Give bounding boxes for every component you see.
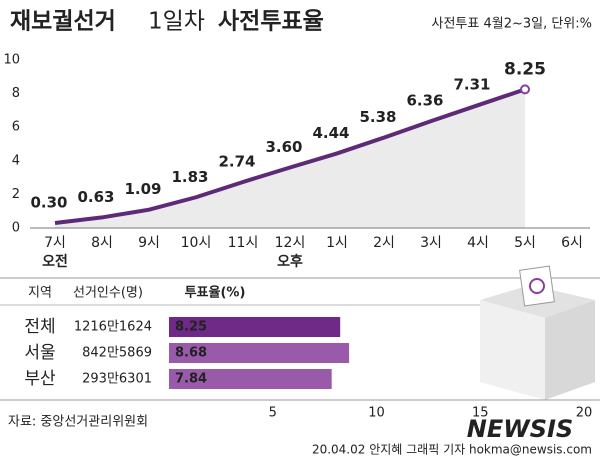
value-label: 6.36 — [406, 92, 443, 110]
x-tick-label: 10 — [368, 406, 385, 421]
voters: 842만5869 — [82, 346, 152, 361]
x-tick-label: 15 — [472, 406, 489, 421]
title-part: 재보궐선거 — [10, 9, 116, 35]
value-label: 4.44 — [312, 124, 349, 142]
value-label: 5.38 — [359, 108, 396, 126]
y-tick-label: 6 — [12, 120, 20, 135]
column-header: 지역 — [28, 286, 52, 301]
value-label: 0.30 — [30, 193, 67, 211]
title-part: 사전투표율 — [218, 9, 324, 35]
y-tick-label: 8 — [12, 86, 20, 101]
y-tick-label: 10 — [3, 53, 20, 68]
value-label: 7.31 — [453, 76, 490, 94]
voters: 1216만1624 — [74, 320, 152, 335]
x-tick-label: 1시 — [326, 235, 348, 251]
region: 전체 — [24, 317, 55, 337]
value-label: 1.09 — [124, 180, 161, 198]
period-label: 오후 — [277, 254, 303, 270]
x-tick-label: 10시 — [181, 235, 212, 251]
watermark: NEWSIS — [467, 415, 573, 443]
x-tick-label: 3시 — [420, 235, 442, 251]
source: 자료: 중앙선거관리위원회 — [8, 415, 148, 430]
value-label: 8.68 — [175, 346, 207, 361]
x-tick-label: 5 — [269, 406, 277, 421]
value-label: 0.63 — [77, 188, 114, 206]
value-label: 8.25 — [175, 320, 207, 335]
x-tick-label: 20 — [576, 406, 593, 421]
column-header: 투표율(%) — [185, 285, 246, 301]
x-tick-label: 8시 — [91, 235, 113, 251]
title-part: 1일차 — [148, 9, 205, 35]
ballot-box — [480, 265, 595, 400]
value-label: 7.84 — [175, 372, 207, 387]
bar — [169, 317, 341, 337]
region: 부산 — [24, 369, 56, 389]
y-tick-label: 4 — [12, 153, 20, 168]
x-tick-label: 4시 — [467, 235, 489, 251]
period-label: 오전 — [42, 253, 68, 270]
bar — [169, 369, 332, 389]
marker — [520, 84, 530, 95]
x-tick-label: 6시 — [561, 235, 583, 251]
region: 서울 — [24, 343, 55, 363]
value-label: 8.25 — [504, 59, 546, 79]
y-tick-label: 2 — [12, 187, 20, 202]
bar — [169, 343, 350, 363]
x-tick-label: 11시 — [228, 235, 259, 251]
line — [54, 87, 526, 225]
voters: 293만6301 — [82, 372, 152, 387]
x-tick-label: 7시 — [44, 235, 66, 251]
area — [55, 89, 525, 229]
subtitle: 사전투표 4월2~3일, 단위:% — [431, 17, 592, 32]
value-label: 2.74 — [218, 152, 255, 170]
x-tick-label: 12시 — [275, 235, 306, 251]
x-tick-label: 9시 — [138, 235, 160, 251]
x-tick-label: 2시 — [373, 235, 395, 251]
x-tick-label: 5시 — [514, 235, 536, 251]
credit: 20.04.02 안지혜 그래픽 기자 hokma@newsis.com — [312, 443, 592, 457]
column-header: 선거인수(명) — [73, 286, 143, 301]
y-tick-label: 0 — [12, 221, 20, 236]
value-label: 3.60 — [265, 138, 302, 156]
value-label: 1.83 — [171, 168, 208, 186]
